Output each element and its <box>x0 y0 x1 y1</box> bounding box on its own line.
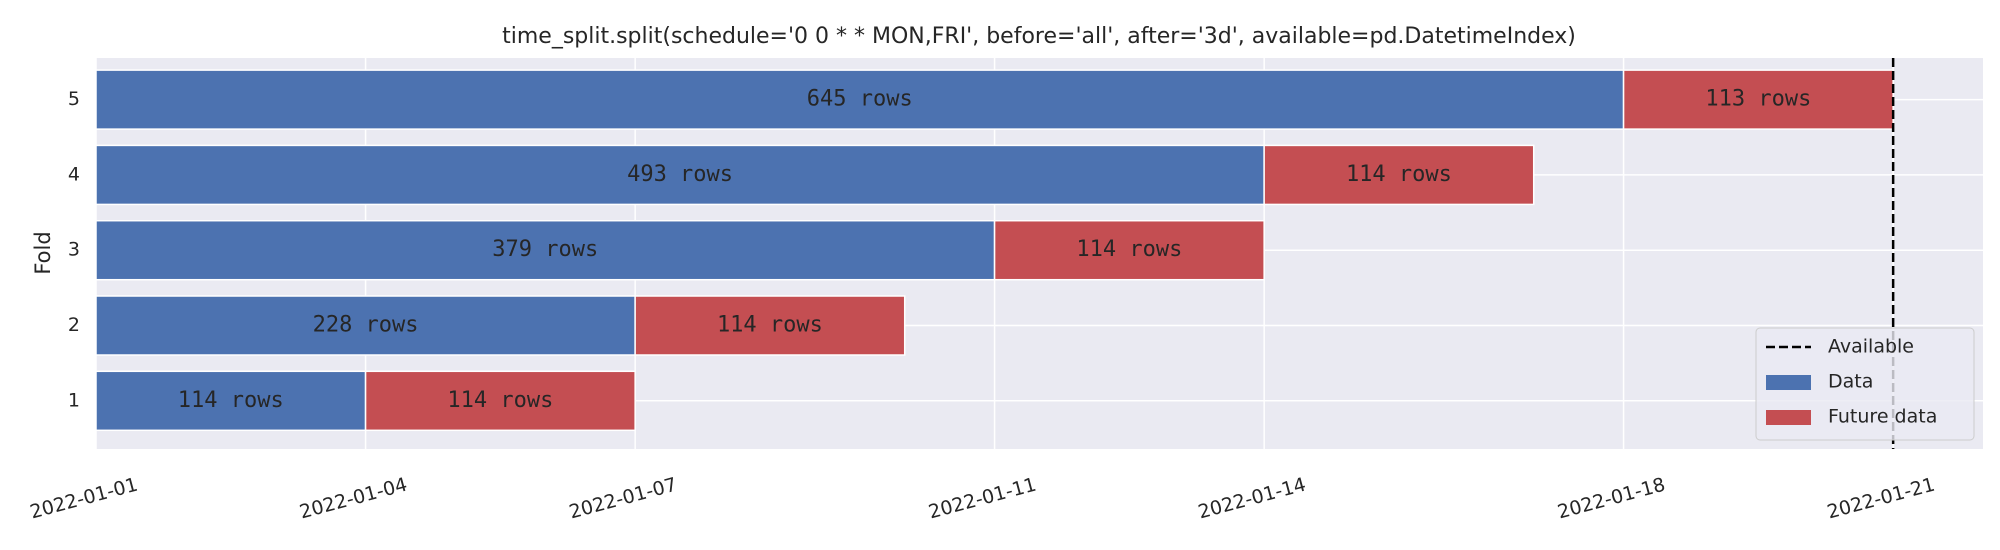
bar <box>1263 144 1535 206</box>
legend-swatch <box>1766 410 1811 425</box>
legend-label: Data <box>1828 371 1873 393</box>
bar <box>95 69 1625 130</box>
legend-swatch <box>1766 375 1811 390</box>
x-tick-label: 2022-01-18 <box>1555 474 1667 524</box>
x-tick-label: 2022-01-04 <box>297 474 409 524</box>
bar <box>95 370 367 432</box>
bar <box>993 219 1265 281</box>
bar-label: 114 rows <box>1346 162 1452 187</box>
bar-label: 114 rows <box>178 388 284 413</box>
bar-label: 114 rows <box>447 388 553 413</box>
bar-label: 228 rows <box>313 313 419 338</box>
chart-title: time_split.split(schedule='0 0 * * MON,F… <box>502 24 1576 49</box>
bar <box>95 144 1265 206</box>
y-tick-label: 2 <box>68 314 80 336</box>
bar-label: 113 rows <box>1705 87 1811 112</box>
y-tick-label: 5 <box>68 88 80 110</box>
bar <box>634 295 906 356</box>
bar-label: 114 rows <box>717 313 823 338</box>
bar-label: 114 rows <box>1076 237 1182 262</box>
x-tick-label: 2022-01-21 <box>1825 474 1937 524</box>
bar <box>364 370 636 432</box>
y-tick-label: 3 <box>68 239 80 261</box>
bar <box>1622 69 1894 130</box>
x-tick-label: 2022-01-11 <box>926 474 1038 524</box>
y-tick-label: 4 <box>68 163 80 185</box>
bar-label: 493 rows <box>627 162 733 187</box>
bar-label: 379 rows <box>492 237 598 262</box>
bar-label: 645 rows <box>807 87 913 112</box>
x-tick-label: 2022-01-14 <box>1196 474 1308 524</box>
y-tick-label: 1 <box>68 389 80 411</box>
x-tick-label: 2022-01-07 <box>567 474 679 524</box>
legend-label: Available <box>1828 336 1914 358</box>
y-axis-label: Fold <box>31 231 55 274</box>
bar <box>95 219 996 281</box>
legend-label: Future data <box>1828 406 1937 428</box>
x-tick-label: 2022-01-01 <box>28 474 140 524</box>
